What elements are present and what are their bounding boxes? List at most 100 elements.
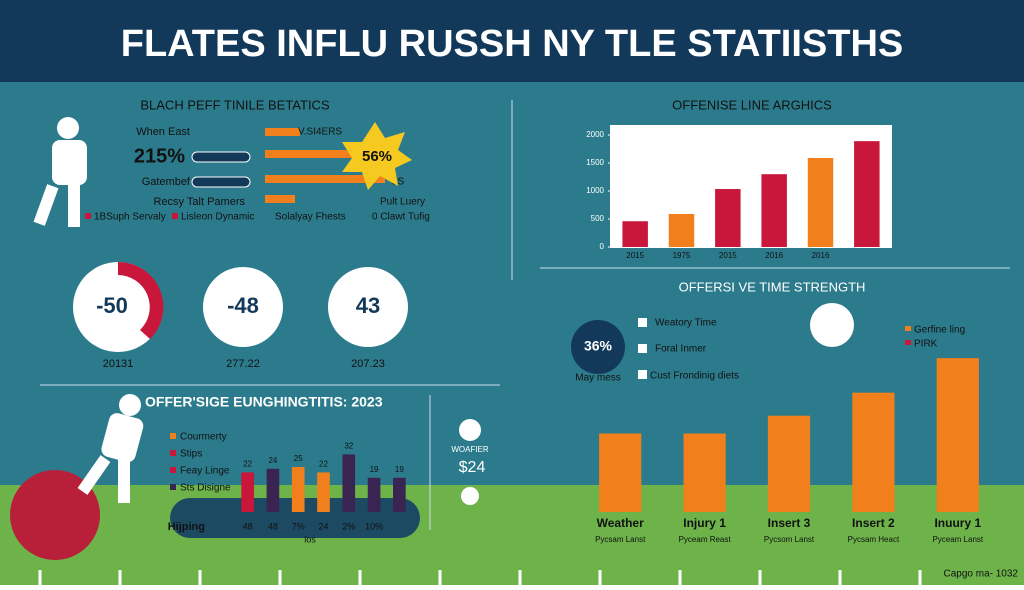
stat-value: $24	[459, 459, 486, 476]
x-tick-label: 1975	[673, 251, 691, 260]
ring	[328, 267, 408, 347]
label: Solalyay Fhests	[275, 212, 346, 223]
ring	[203, 267, 283, 347]
x-tick-label: 48	[268, 521, 278, 531]
bar	[767, 415, 811, 512]
ring-label: 20131	[103, 358, 134, 370]
bar	[761, 174, 787, 247]
x-tick-label: Weather	[597, 516, 644, 530]
title: FLATES INFLU RUSSH NY TLE STATIISTHS	[121, 23, 904, 65]
legend-swatch	[170, 450, 176, 456]
ring-label: 207.23	[351, 358, 385, 370]
bar	[807, 157, 834, 247]
y-tick-label: 500	[591, 214, 605, 223]
x-sublabel: Pycsam Lanst	[595, 535, 646, 544]
legend-swatch	[170, 484, 176, 490]
ring-arc	[118, 261, 164, 339]
bar	[266, 468, 280, 512]
x-tick-label: Insert 2	[852, 516, 895, 530]
legend-label: Stips	[180, 449, 202, 460]
row-label: When East	[136, 126, 190, 138]
x-tick-label: 48	[243, 521, 253, 531]
row-stat: 215%	[134, 145, 185, 167]
runner-icon	[77, 394, 144, 503]
bar	[393, 477, 406, 512]
bar	[342, 454, 356, 512]
x-tick-label: 2015	[626, 251, 644, 260]
progress-bar	[191, 151, 251, 163]
ring-value: 43	[356, 293, 380, 318]
stat-circle	[571, 320, 625, 374]
chart-title: OFFER'SIGE EUNGHINGTITIS: 2023	[145, 394, 383, 410]
icon	[461, 487, 479, 505]
x-tick-label: Inuury 1	[934, 516, 981, 530]
chart-title: OFFENISE LINE ARGHICS	[672, 97, 832, 112]
x-tick-label: 2015	[719, 251, 737, 260]
value-label: 22	[319, 460, 328, 469]
stat-circle-label: May mess	[575, 373, 621, 384]
legend-label: Feay Linge	[180, 466, 230, 477]
panel	[170, 498, 420, 538]
burst	[342, 122, 412, 190]
ring-label: 277.22	[226, 358, 260, 370]
bar	[317, 472, 330, 512]
value-label: 22	[243, 460, 252, 469]
value-label: 24	[268, 456, 277, 465]
label: Pult Luery	[380, 197, 425, 208]
legend-label: Cust Frondinig diets	[650, 371, 739, 382]
ring	[73, 262, 163, 352]
bar	[936, 358, 979, 512]
x-tick-label: 2016	[812, 251, 830, 260]
legend-swatch	[638, 344, 647, 353]
x-tick-label: 2016	[765, 251, 783, 260]
x-tick-label: 24	[318, 521, 328, 531]
note: los	[304, 534, 316, 544]
plot-area	[610, 125, 892, 248]
section-title: BLACH PEFF TINILE BETATICS	[140, 97, 330, 112]
bar	[683, 433, 726, 512]
stat-circle-value: 36%	[584, 338, 613, 354]
stat-label: WOAFIER	[451, 445, 489, 454]
bar	[852, 392, 895, 512]
legend-label: 1BSuph Servaly	[94, 212, 166, 223]
label: V.SI4ERS	[298, 127, 342, 138]
x-sublabel: Pycsom Lanst	[764, 535, 815, 544]
bar	[367, 477, 381, 512]
legend-label: Foral Inmer	[655, 344, 707, 355]
row-label: Recsy Talt Pamers	[154, 196, 246, 208]
icon	[459, 419, 481, 441]
legend-swatch	[638, 370, 647, 379]
legend-swatch	[638, 318, 647, 327]
field-lines	[38, 570, 922, 585]
label: 0 Clawt Tufig	[372, 212, 430, 223]
bar	[854, 141, 880, 247]
x-tick-label: 10%	[365, 521, 383, 531]
ring-value: -50	[96, 293, 128, 318]
legend-label: PIRK	[914, 339, 938, 350]
x-tick-label: Injury 1	[683, 516, 726, 530]
value-label: 19	[395, 465, 404, 474]
legend-swatch	[905, 340, 911, 345]
legend-swatch	[170, 467, 176, 473]
ring-value: -48	[227, 293, 259, 318]
chart-title: OFFERSI VE TIME STRENGTH	[679, 279, 866, 294]
label: 5S	[392, 177, 405, 188]
bar	[668, 213, 695, 247]
y-tick-label: 1000	[586, 186, 604, 195]
legend-label: Courmerty	[180, 432, 227, 443]
helmet-icon	[810, 303, 854, 347]
bar	[241, 472, 254, 512]
header-band	[0, 0, 1024, 82]
legend-label: Sts Disigne	[180, 483, 231, 494]
bar	[599, 433, 642, 512]
x-label: Hijping	[168, 521, 205, 533]
progress-bar	[191, 176, 251, 188]
bar	[291, 467, 305, 512]
burst-value: 56%	[362, 148, 392, 165]
bar	[622, 221, 648, 247]
value-label: 19	[370, 465, 379, 474]
value-label: 25	[294, 454, 303, 463]
y-tick-label: 1500	[586, 158, 604, 167]
bar	[715, 189, 741, 247]
